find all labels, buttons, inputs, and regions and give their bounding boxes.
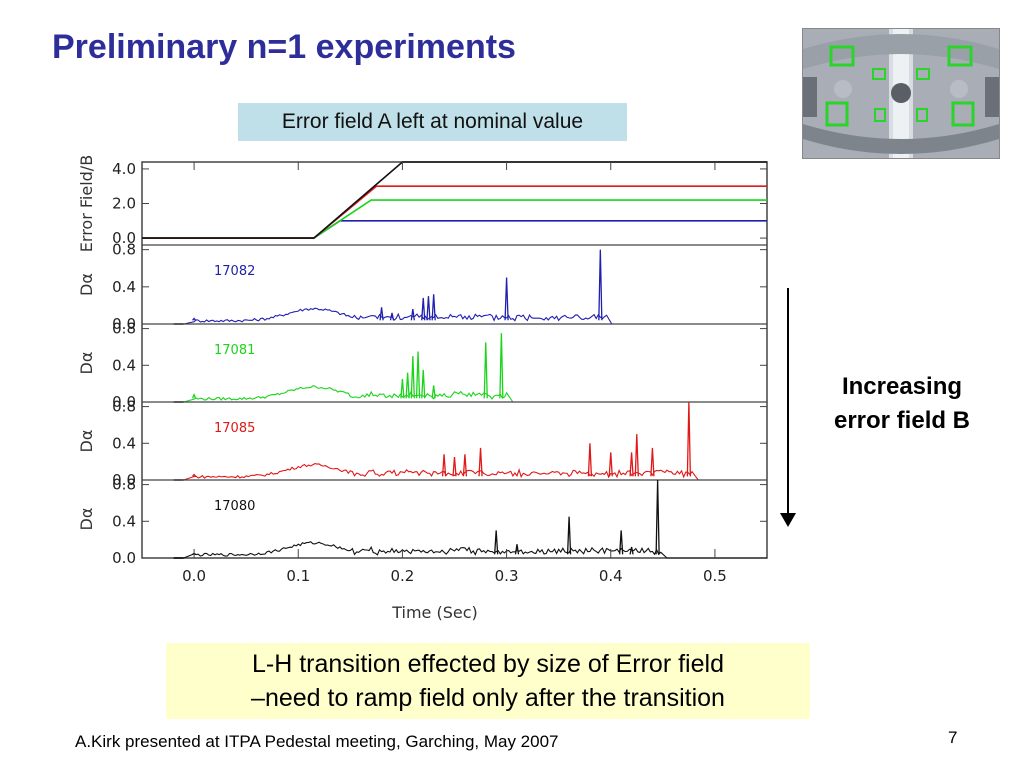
elm-spike xyxy=(405,372,410,399)
conclusion-box: L-H transition effected by size of Error… xyxy=(166,643,810,719)
x-axis-label: Time (Sec) xyxy=(391,603,478,622)
y-tick-label: 0.0 xyxy=(112,393,136,411)
x-tick-label: 0.5 xyxy=(703,567,727,585)
y-tick-label: 0.4 xyxy=(112,434,136,452)
y-tick-label: 0.8 xyxy=(112,476,136,494)
elm-spike xyxy=(634,434,639,477)
shot-number-label: 17081 xyxy=(214,343,255,358)
elm-spike xyxy=(650,447,655,477)
panel-d-alpha-17085: 0.0 0.4 0.8 Dα 17085 xyxy=(77,398,767,489)
elm-spike xyxy=(410,356,415,399)
shot-number-label: 17085 xyxy=(214,421,255,436)
shot-number-label: 17080 xyxy=(214,499,255,514)
x-tick-label: 0.1 xyxy=(286,567,310,585)
d-alpha-trace xyxy=(183,385,767,403)
elm-spike xyxy=(441,454,447,477)
elm-spike xyxy=(499,333,504,399)
y-axis-label: Dα xyxy=(77,273,96,296)
y-tick-label: 0.0 xyxy=(112,471,136,489)
panel-d-alpha-17081: 0.0 0.4 0.8 Dα 17081 xyxy=(77,320,767,411)
elm-spike xyxy=(400,379,405,399)
elm-spike xyxy=(483,342,488,399)
side-note-line-1: Increasing xyxy=(841,373,963,400)
x-tick-label: 0.3 xyxy=(495,567,519,585)
elm-spike xyxy=(379,307,384,321)
elm-spike xyxy=(587,443,593,477)
conclusion-line-1: L-H transition effected by size of Error… xyxy=(252,650,724,678)
panel-error-field: 0.0 2.0 4.0 Error Field/B xyxy=(77,155,767,252)
elm-spike xyxy=(478,447,483,477)
d-alpha-trace xyxy=(183,541,767,559)
shot-number-label: 17082 xyxy=(214,264,255,279)
y-tick-label: 0.0 xyxy=(112,315,136,333)
elm-spike xyxy=(191,392,197,399)
x-tick-label: 0.0 xyxy=(182,567,206,585)
increasing-error-field-b-note: Increasing error field B xyxy=(808,370,996,438)
panel-d-alpha-17082: 0.0 0.4 0.8 Dα 17082 xyxy=(77,241,767,333)
y-tick-label: 4.0 xyxy=(112,160,136,178)
elm-spike xyxy=(192,317,197,321)
y-tick-label: 0.8 xyxy=(112,320,136,338)
elm-spike xyxy=(452,457,457,477)
y-axis-label: Dα xyxy=(77,508,96,531)
elm-spike xyxy=(421,297,426,321)
elm-spike xyxy=(410,309,415,321)
x-tick-label: 0.2 xyxy=(390,567,414,585)
y-tick-label: 0.4 xyxy=(112,278,136,296)
elm-spike xyxy=(494,530,499,555)
page-number: 7 xyxy=(948,728,958,747)
d-alpha-trace xyxy=(183,307,767,325)
panel-d-alpha-17080: 0.0 0.4 0.8 Dα 17080 xyxy=(77,476,767,567)
elm-spike xyxy=(629,546,634,555)
elm-spike xyxy=(608,452,613,477)
elm-spike xyxy=(421,369,426,399)
x-tick-label: 0.4 xyxy=(599,567,623,585)
slide-title: Preliminary n=1 experiments xyxy=(52,28,516,66)
increasing-arrow-head xyxy=(780,513,796,527)
side-note-line-2: error field B xyxy=(833,407,971,434)
error-field-series-1 xyxy=(142,199,767,239)
y-tick-label: 2.0 xyxy=(112,195,136,213)
elm-spike xyxy=(415,351,421,399)
tokamak-interior-photo-icon xyxy=(802,28,1000,159)
elm-spike xyxy=(504,277,509,321)
y-axis-label: Error Field/B xyxy=(77,155,96,252)
elm-spike xyxy=(426,296,431,321)
conclusion-line-2: –need to ramp field only after the trans… xyxy=(251,684,725,712)
elm-spike xyxy=(655,479,660,555)
y-tick-label: 0.8 xyxy=(112,241,136,259)
y-tick-label: 0.0 xyxy=(112,549,136,567)
presentation-credit: A.Kirk presented at ITPA Pedestal meetin… xyxy=(75,732,559,751)
y-tick-label: 0.8 xyxy=(112,398,136,416)
elm-spike xyxy=(389,312,395,321)
elm-spike xyxy=(619,530,624,555)
y-axis-label: Dα xyxy=(77,430,96,453)
elm-spike xyxy=(566,516,572,555)
elm-spike xyxy=(598,249,603,321)
y-tick-label: 0.0 xyxy=(112,229,136,247)
y-axis-label: Dα xyxy=(77,352,96,375)
error-field-series-0 xyxy=(142,219,767,239)
elm-spike xyxy=(192,473,197,477)
d-alpha-trace xyxy=(183,463,767,481)
elm-spike xyxy=(686,401,692,477)
y-tick-label: 0.4 xyxy=(112,356,136,374)
elm-spike xyxy=(431,294,436,321)
elm-spike xyxy=(514,544,520,555)
elm-spike xyxy=(431,385,436,399)
elm-spike xyxy=(462,454,468,477)
elm-spike xyxy=(629,452,634,477)
error-field-series-3 xyxy=(142,161,767,239)
error-field-a-label: Error field A left at nominal value xyxy=(238,103,627,141)
error-field-series-2 xyxy=(142,185,767,239)
y-tick-label: 0.4 xyxy=(112,512,136,530)
